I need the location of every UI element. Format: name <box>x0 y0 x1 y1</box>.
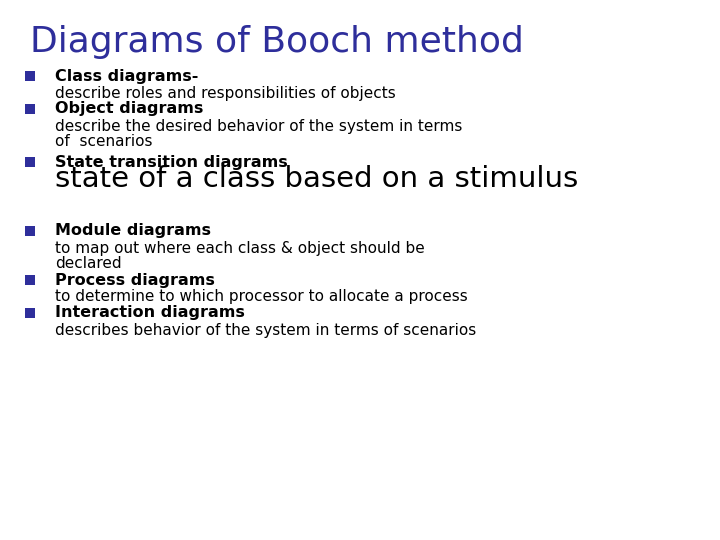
Text: describe the desired behavior of the system in terms: describe the desired behavior of the sys… <box>55 118 462 133</box>
Text: state of a class based on a stimulus: state of a class based on a stimulus <box>55 165 578 193</box>
Text: Module diagrams: Module diagrams <box>55 224 211 239</box>
Text: Class diagrams-: Class diagrams- <box>55 69 199 84</box>
Text: describes behavior of the system in terms of scenarios: describes behavior of the system in term… <box>55 322 476 338</box>
Text: describe roles and responsibilities of objects: describe roles and responsibilities of o… <box>55 85 396 100</box>
Text: Object diagrams: Object diagrams <box>55 102 203 117</box>
Text: Process diagrams: Process diagrams <box>55 273 215 287</box>
Text: Diagrams of Booch method: Diagrams of Booch method <box>30 25 524 59</box>
Text: declared: declared <box>55 256 122 272</box>
Text: Interaction diagrams: Interaction diagrams <box>55 306 245 321</box>
Text: to determine to which processor to allocate a process: to determine to which processor to alloc… <box>55 289 468 305</box>
Text: to map out where each class & object should be: to map out where each class & object sho… <box>55 240 425 255</box>
Text: State transition diagrams: State transition diagrams <box>55 154 288 170</box>
Text: of  scenarios: of scenarios <box>55 134 153 150</box>
